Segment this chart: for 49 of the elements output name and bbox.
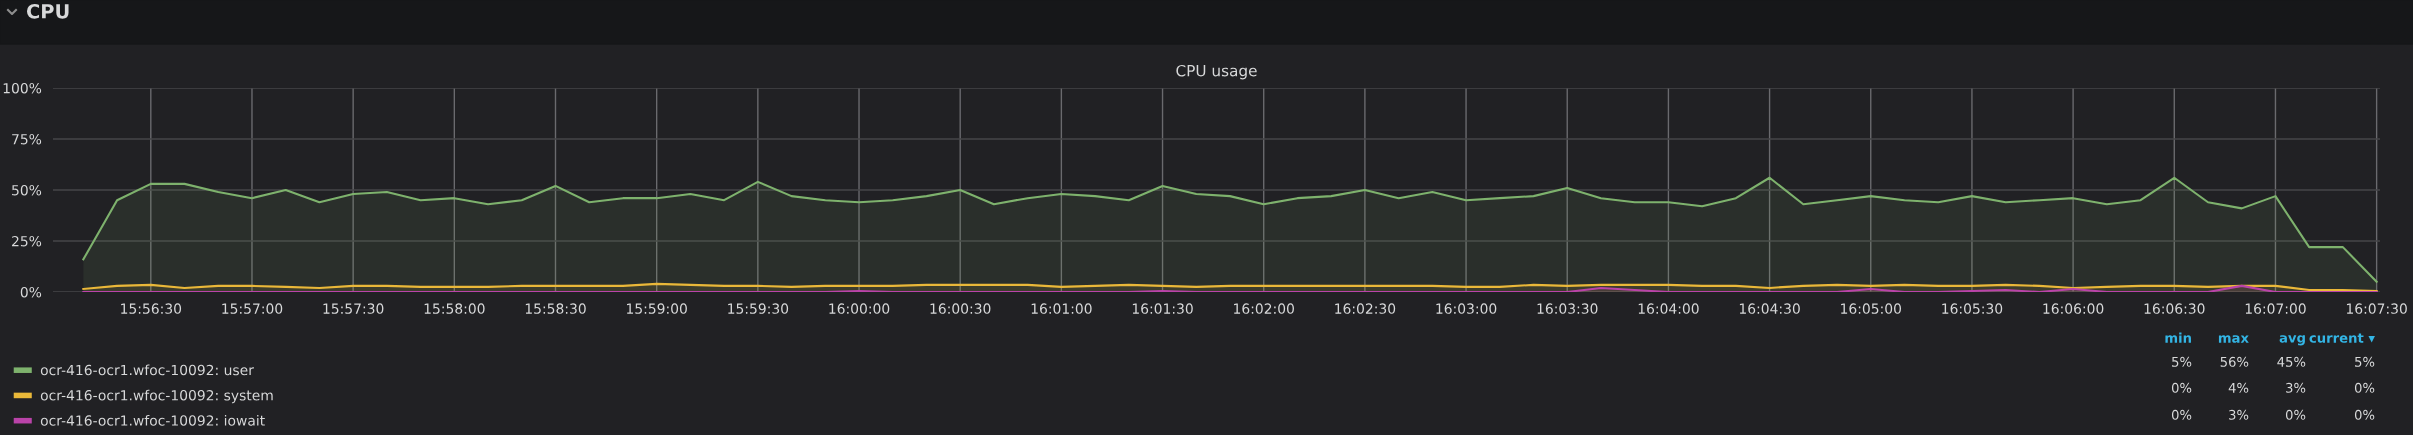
x-tick-label: 15:57:30	[323, 303, 384, 314]
x-tick-label: 16:03:00	[1436, 303, 1497, 314]
x-tick-label: 16:04:00	[1638, 303, 1699, 314]
text: 0%	[2171, 382, 2192, 393]
text: 0%	[2354, 409, 2375, 420]
chart-title: CPU usage	[1176, 64, 1257, 80]
text: 5%	[2172, 356, 2192, 367]
x-tick-label: 16:00:30	[930, 303, 991, 314]
text: avg	[2279, 335, 2305, 346]
y-tick-label: 0%	[20, 286, 42, 298]
legend-label: ocr-416-ocr1.wfoc-10092: iowait	[40, 414, 265, 426]
legend-label: ocr-416-ocr1.wfoc-10092: system	[40, 389, 273, 404]
text: min	[2165, 332, 2191, 343]
y-tick-label: 25%	[12, 235, 42, 247]
x-tick-label: 16:07:30	[2346, 303, 2407, 314]
x-tick-label: 15:59:00	[627, 303, 687, 314]
y-tick-label: 50%	[12, 184, 42, 196]
x-tick-label: 16:05:30	[1942, 303, 2003, 314]
x-tick-label: 15:58:30	[525, 303, 586, 314]
x-tick-label: 15:57:00	[222, 303, 283, 314]
legend-label: ocr-416-ocr1.wfoc-10092: user	[40, 364, 254, 376]
text: 3%	[2286, 382, 2306, 393]
text: 4%	[2228, 382, 2249, 393]
x-tick-label: 16:04:30	[1739, 303, 1800, 314]
text: 0%	[2171, 409, 2192, 420]
x-tick-label: 16:01:00	[1031, 303, 1092, 314]
x-tick-label: 16:06:30	[2144, 303, 2205, 314]
x-tick-label: 16:00:00	[829, 303, 890, 314]
x-tick-label: 16:01:30	[1132, 303, 1193, 314]
x-tick-label: 16:05:00	[1841, 303, 1902, 314]
text: max	[2218, 335, 2249, 343]
y-tick-label: 100%	[3, 82, 42, 94]
text: 3%	[2229, 409, 2249, 420]
text: CPU	[26, 3, 69, 19]
x-tick-label: 16:02:30	[1335, 303, 1396, 314]
x-tick-label: 16:02:00	[1234, 303, 1294, 314]
text: 0%	[2285, 409, 2306, 420]
x-tick-label: 16:06:00	[2043, 303, 2104, 314]
text: 5%	[2355, 356, 2375, 367]
text: 45%	[2277, 356, 2306, 367]
text: 0%	[2354, 382, 2375, 393]
x-tick-label: 16:03:30	[1537, 303, 1598, 314]
text: 56%	[2220, 356, 2249, 367]
x-tick-label: 15:58:00	[424, 303, 485, 314]
y-tick-label: 75%	[12, 133, 42, 145]
x-tick-label: 15:59:30	[728, 303, 789, 314]
x-tick-label: 15:56:30	[121, 303, 182, 314]
x-tick-label: 16:07:00	[2245, 303, 2306, 314]
text: current ▾	[2309, 333, 2375, 343]
